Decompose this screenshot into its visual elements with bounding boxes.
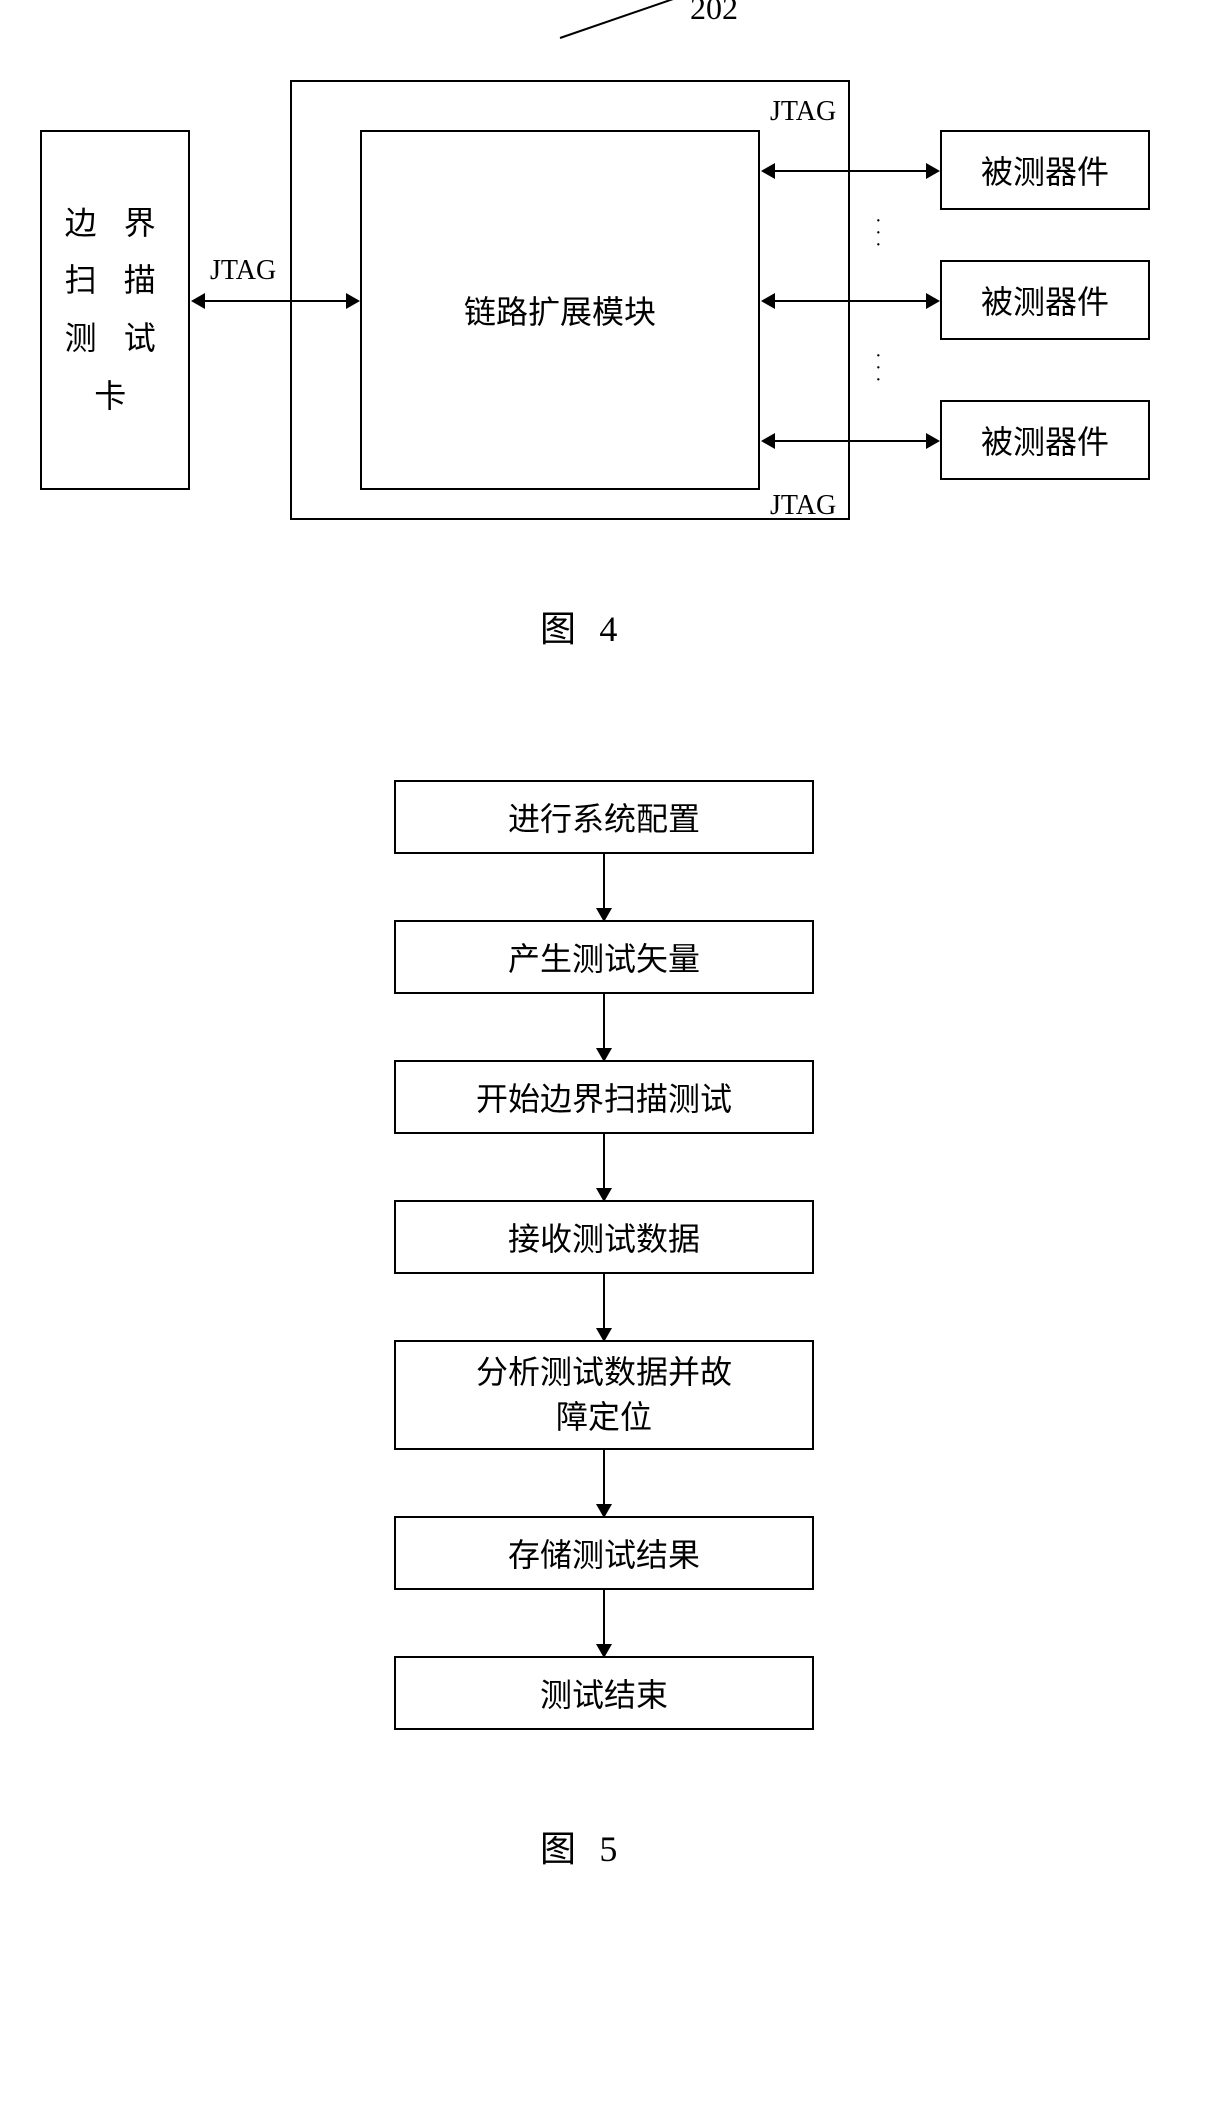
dut-text-2: 被测器件	[981, 277, 1109, 323]
vdots-2: ···	[875, 350, 882, 386]
flow-step-1: 进行系统配置	[394, 780, 814, 854]
jtag-label-top: JTAG	[770, 96, 836, 128]
dut-text-3: 被测器件	[981, 417, 1109, 463]
flow-step-7-text: 测试结束	[540, 1670, 668, 1716]
arrow-module-to-dut-1	[763, 170, 938, 172]
flow-step-5-text: 分析测试数据并故 障定位	[476, 1350, 732, 1440]
arrow-scan-to-module	[193, 300, 358, 302]
flow-step-4-text: 接收测试数据	[508, 1214, 700, 1260]
flow-arrow-1	[603, 854, 605, 920]
block-label-202: 202	[690, 0, 738, 27]
flow-step-5: 分析测试数据并故 障定位	[394, 1340, 814, 1450]
jtag-label-bottom: JTAG	[770, 490, 836, 522]
figure-4: 202 边 界 扫 描 测 试 卡 链路扩展模块 被测器件 被测器件 被测器件 …	[0, 0, 1208, 680]
dut-text-1: 被测器件	[981, 147, 1109, 193]
dut-box-3: 被测器件	[940, 400, 1150, 480]
flow-step-2: 产生测试矢量	[394, 920, 814, 994]
figure-5-caption: 图 5	[540, 1820, 625, 1872]
vdots-1: ···	[875, 215, 882, 251]
flow-arrow-5	[603, 1450, 605, 1516]
flow-step-4: 接收测试数据	[394, 1200, 814, 1274]
link-module-text: 链路扩展模块	[464, 287, 656, 333]
flow-step-2-text: 产生测试矢量	[508, 934, 700, 980]
flow-step-3: 开始边界扫描测试	[394, 1060, 814, 1134]
scan-card-text: 边 界 扫 描 测 试 卡	[65, 195, 166, 425]
figure-4-caption: 图 4	[540, 600, 625, 652]
flow-step-7: 测试结束	[394, 1656, 814, 1730]
flow-arrow-2	[603, 994, 605, 1060]
jtag-label-left: JTAG	[210, 255, 276, 287]
link-module-box: 链路扩展模块	[360, 130, 760, 490]
arrow-module-to-dut-2	[763, 300, 938, 302]
scan-card-box: 边 界 扫 描 测 试 卡	[40, 130, 190, 490]
dut-box-2: 被测器件	[940, 260, 1150, 340]
flow-arrow-3	[603, 1134, 605, 1200]
leader-line	[560, 0, 684, 39]
flow-step-3-text: 开始边界扫描测试	[476, 1074, 732, 1120]
flow-arrow-4	[603, 1274, 605, 1340]
arrow-module-to-dut-3	[763, 440, 938, 442]
figure-5: 进行系统配置 产生测试矢量 开始边界扫描测试 接收测试数据 分析测试数据并故 障…	[0, 680, 1208, 2116]
flow-arrow-6	[603, 1590, 605, 1656]
flow-step-6: 存储测试结果	[394, 1516, 814, 1590]
flow-step-1-text: 进行系统配置	[508, 794, 700, 840]
dut-box-1: 被测器件	[940, 130, 1150, 210]
flow-step-6-text: 存储测试结果	[508, 1530, 700, 1576]
